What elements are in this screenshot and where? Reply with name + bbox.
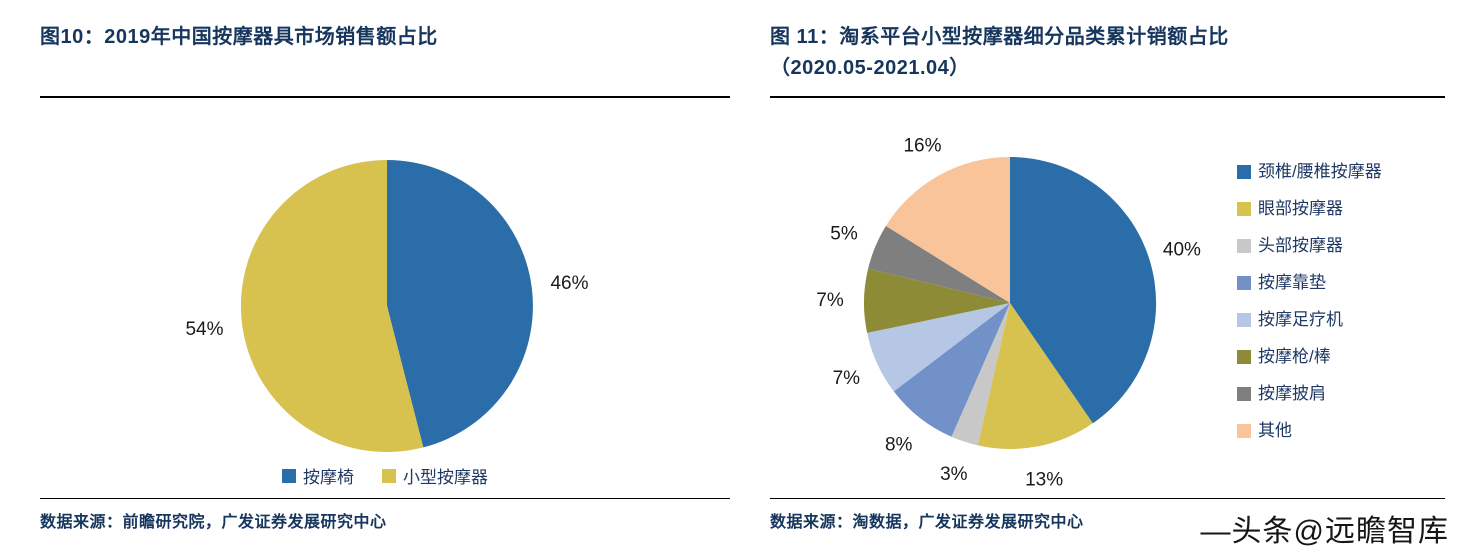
legend-swatch: [1237, 164, 1251, 179]
pie-label-0: 40%: [1163, 240, 1201, 261]
pie-label-2: 3%: [940, 464, 968, 485]
pie-slice-7: [885, 157, 1010, 303]
legend-item: 按摩靠垫: [1237, 271, 1445, 294]
legend-swatch: [1237, 312, 1251, 327]
legend-label: 按摩足疗机: [1258, 310, 1343, 329]
pie-slice-3: [893, 303, 1010, 437]
legend-label: 其他: [1258, 421, 1292, 440]
legend-item: 按摩椅: [282, 463, 354, 488]
figure-10-legend: 按摩椅 小型按摩器: [40, 463, 730, 488]
figure-11-chart-area: 40% 13% 3% 8% 7% 7% 5% 16% 颈椎/腰椎按摩器 眼部按摩器头部按摩器按摩…: [770, 98, 1445, 498]
pie-label-1: 54%: [185, 319, 223, 340]
legend-item: 按摩披肩: [1237, 382, 1445, 405]
pie-label-4: 7%: [833, 368, 861, 389]
legend-item: 眼部按摩器: [1237, 197, 1445, 220]
figure-10-chart-area: 46% 54% 按摩椅 小型按摩器: [40, 98, 730, 498]
pie-label-1: 13%: [1025, 470, 1063, 491]
legend-label: 按摩披肩: [1258, 384, 1326, 403]
figure-11-title-line2: （2020.05-2021.04）: [770, 57, 970, 79]
legend-item: 颈椎/腰椎按摩器: [1237, 160, 1445, 183]
legend-label: 小型按摩器: [403, 468, 488, 487]
pie-slice-0: [1010, 156, 1157, 424]
figure-10-panel: 图10：2019年中国按摩器具市场销售额占比 46% 54% 按摩椅 小型按摩器 数…: [40, 16, 730, 532]
figure-10-title-wrap: 图10：2019年中国按摩器具市场销售额占比: [40, 16, 730, 96]
pie-chart-category-share: 40% 13% 3% 8% 7% 7% 5% 16%: [816, 136, 1201, 491]
pie-label-0: 46%: [550, 273, 588, 294]
pie-chart-market-share: 46% 54%: [185, 159, 589, 452]
pie-label-7: 16%: [903, 136, 941, 157]
legend-item: 其他: [1237, 419, 1445, 442]
figure-10-source-rule: [40, 498, 730, 499]
legend-swatch: [1237, 238, 1251, 253]
legend-item: 按摩枪/棒: [1237, 345, 1445, 368]
pie-slice-0: [387, 160, 533, 448]
legend-swatch: [382, 468, 396, 483]
legend-label: 按摩靠垫: [1258, 273, 1326, 292]
figure-11-source: 数据来源：淘数据，广发证券发展研究中心: [770, 514, 1084, 531]
legend-swatch: [1237, 201, 1251, 216]
legend-swatch: [1237, 423, 1251, 438]
legend-label: 头部按摩器: [1258, 236, 1343, 255]
legend-label: 按摩枪/棒: [1258, 347, 1331, 366]
pie-label-6: 5%: [830, 224, 858, 245]
pie-slice-1: [240, 159, 424, 452]
legend-label: 按摩椅: [303, 468, 354, 487]
legend-label: 眼部按摩器: [1258, 199, 1343, 218]
legend-swatch: [1237, 386, 1251, 401]
legend-item: 小型按摩器: [382, 463, 488, 488]
pie-slice-1: [977, 303, 1093, 450]
figure-11-source-rule: [770, 498, 1445, 499]
figure-panels: 图10：2019年中国按摩器具市场销售额占比 46% 54% 按摩椅 小型按摩器 数…: [40, 16, 1445, 532]
legend-swatch: [282, 468, 296, 483]
pie-label-5: 7%: [816, 290, 844, 311]
figure-11-legend: 颈椎/腰椎按摩器 眼部按摩器头部按摩器按摩靠垫按摩足疗机按摩枪/棒按摩披肩其他: [1237, 160, 1445, 456]
figure-10-source: 数据来源：前瞻研究院，广发证券发展研究中心: [40, 514, 387, 531]
pie-slice-4: [867, 303, 1010, 392]
figure-10-title-rule: [40, 96, 730, 98]
legend-swatch: [1237, 275, 1251, 290]
pie-slice-5: [863, 268, 1010, 333]
figure-11-title-rule: [770, 96, 1445, 98]
pie-label-3: 8%: [885, 435, 913, 456]
figure-11-panel: 图 11：淘系平台小型按摩器细分品类累计销额占比 （2020.05-2021.0…: [770, 16, 1445, 532]
figure-10-title: 图10：2019年中国按摩器具市场销售额占比: [40, 26, 438, 48]
pie-slice-6: [868, 226, 1010, 303]
legend-item: 按摩足疗机: [1237, 308, 1445, 331]
figure-11-title-line1: 图 11：淘系平台小型按摩器细分品类累计销额占比: [770, 26, 1229, 48]
pie-slice-2: [951, 303, 1010, 446]
legend-swatch: [1237, 349, 1251, 364]
watermark-toutiao-yuanzhan: —头条@远瞻智库: [1200, 515, 1449, 548]
figure-11-title-wrap: 图 11：淘系平台小型按摩器细分品类累计销额占比 （2020.05-2021.0…: [770, 16, 1445, 96]
legend-item: 头部按摩器: [1237, 234, 1445, 257]
legend-label: 颈椎/腰椎按摩器: [1258, 162, 1382, 181]
